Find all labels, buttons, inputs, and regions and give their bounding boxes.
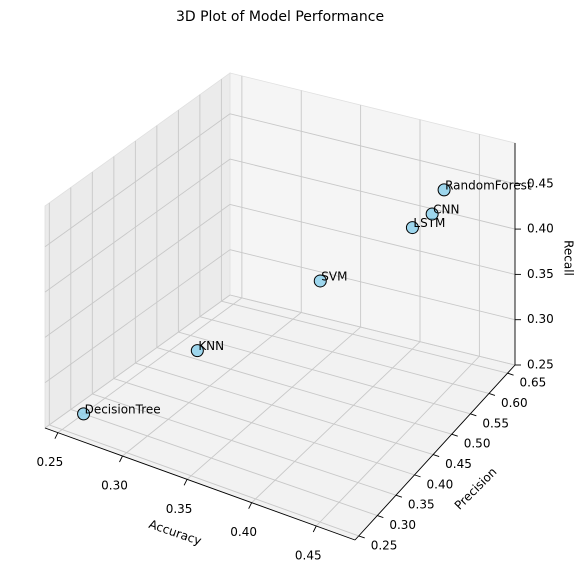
x-tick-label: 0.30 bbox=[101, 479, 128, 493]
grid-line bbox=[44, 249, 231, 384]
grid-line bbox=[122, 312, 302, 457]
grid-line bbox=[70, 409, 378, 517]
tick-mark bbox=[432, 454, 440, 457]
grid-line bbox=[156, 347, 452, 435]
grid-line bbox=[229, 294, 516, 366]
point bbox=[313, 274, 327, 288]
tick-mark bbox=[451, 433, 458, 437]
grid-line bbox=[229, 203, 516, 275]
y-tick-label: 0.55 bbox=[482, 416, 509, 430]
grid-line bbox=[221, 300, 508, 374]
grid-line bbox=[135, 362, 434, 455]
point-label: CNN bbox=[433, 202, 459, 216]
y-tick-label: 0.45 bbox=[445, 457, 472, 471]
point bbox=[425, 207, 439, 221]
grid-line bbox=[229, 158, 516, 230]
tick-mark bbox=[395, 494, 403, 498]
point-label: DecisionTree bbox=[85, 402, 161, 416]
z-tick-label: 0.45 bbox=[527, 176, 554, 190]
x-tick-label: 0.35 bbox=[166, 502, 193, 516]
x-tick-label: 0.45 bbox=[295, 549, 322, 563]
point-label: SVM bbox=[321, 269, 347, 283]
grid-line bbox=[113, 378, 415, 476]
grid-line bbox=[49, 424, 359, 537]
grid-line bbox=[251, 341, 421, 503]
point-label: RandomForest bbox=[445, 178, 532, 192]
y-axis bbox=[354, 364, 516, 541]
z-tick-label: 0.30 bbox=[527, 312, 554, 326]
x-tick-label: 0.40 bbox=[230, 525, 257, 539]
point-label: LSTM bbox=[413, 216, 445, 230]
grid-line bbox=[229, 113, 516, 185]
y-tick-label: 0.25 bbox=[371, 538, 398, 552]
z-tick-label: 0.40 bbox=[527, 222, 554, 236]
tick-mark bbox=[414, 474, 421, 478]
x-tick-label: 0.25 bbox=[37, 455, 64, 469]
tick-mark bbox=[183, 479, 188, 486]
y-tick-label: 0.60 bbox=[501, 396, 528, 410]
y-axis-label: Precision bbox=[452, 465, 500, 513]
grid-line bbox=[186, 326, 361, 480]
z-axis-label: Recall bbox=[562, 240, 574, 276]
z-tick-label: 0.35 bbox=[527, 267, 554, 281]
tick-mark bbox=[312, 525, 317, 533]
y-tick-label: 0.50 bbox=[464, 437, 491, 451]
point bbox=[405, 221, 419, 235]
tick-mark bbox=[377, 515, 384, 519]
x-axis-label: Accuracy bbox=[147, 517, 203, 548]
x-axis bbox=[44, 427, 356, 541]
grid-line bbox=[44, 158, 231, 293]
z-tick-label: 0.25 bbox=[527, 358, 554, 372]
grid-line bbox=[199, 316, 490, 394]
y-tick-label: 0.30 bbox=[389, 518, 416, 532]
grid-line bbox=[44, 294, 231, 429]
y-tick-label: 0.40 bbox=[427, 477, 454, 491]
point-label: KNN bbox=[198, 339, 224, 353]
chart-title: 3D Plot of Model Performance bbox=[176, 9, 384, 25]
y-tick-label: 0.35 bbox=[408, 498, 435, 512]
tick-mark bbox=[119, 455, 123, 463]
tick-mark bbox=[358, 535, 365, 539]
tick-mark bbox=[488, 393, 496, 396]
tick-mark bbox=[54, 432, 59, 439]
tick-mark bbox=[507, 372, 514, 376]
grid-line bbox=[178, 331, 471, 415]
point bbox=[77, 407, 91, 421]
y-tick-label: 0.65 bbox=[520, 376, 547, 390]
grid-line bbox=[315, 355, 480, 527]
grid-line bbox=[92, 393, 397, 496]
grid-line bbox=[229, 249, 516, 321]
grid-line bbox=[44, 204, 231, 338]
grid-line bbox=[44, 113, 231, 248]
point bbox=[437, 183, 451, 197]
tick-mark bbox=[248, 502, 253, 509]
tick-mark bbox=[470, 413, 477, 417]
point bbox=[190, 344, 204, 358]
